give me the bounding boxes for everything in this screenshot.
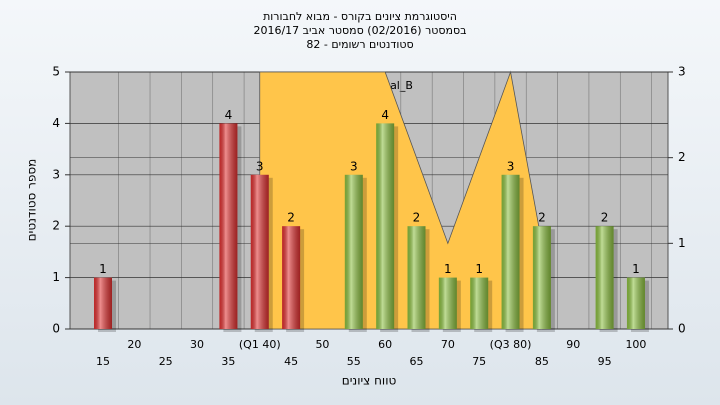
x-tick-label: 75 xyxy=(472,355,486,368)
bar-shine xyxy=(94,277,112,329)
x-tick-label: 15 xyxy=(96,355,110,368)
bar-shine xyxy=(532,226,551,329)
x-tick-label: 30 xyxy=(190,338,204,351)
x-tick-label: 70 xyxy=(441,338,455,351)
y2-tick-label: 1 xyxy=(678,236,686,250)
y-tick-label: 3 xyxy=(52,167,60,181)
x-tick-label: 25 xyxy=(159,355,173,368)
x-tick-label: 50 xyxy=(315,338,329,351)
y-axis-label: מספר סטודנטים xyxy=(25,159,39,242)
chart-title: היסטוגרמת ציונים בקורס - מבוא לחבורות xyxy=(263,10,457,23)
data-label: 3 xyxy=(256,159,264,173)
y-tick-label: 1 xyxy=(52,270,60,284)
y2-tick-label: 0 xyxy=(678,322,686,336)
data-label: 1 xyxy=(632,262,640,276)
bar-shine xyxy=(438,277,457,329)
data-label: 1 xyxy=(444,262,452,276)
data-label: 1 xyxy=(99,262,107,276)
x-tick-label: 35 xyxy=(221,355,235,368)
bar-shine xyxy=(595,226,614,329)
y-tick-label: 4 xyxy=(52,116,60,130)
y2-tick-label: 2 xyxy=(678,150,686,164)
x-tick-label: 100 xyxy=(625,338,646,351)
chart-subtitle: סטודנטים רשומים - 82 xyxy=(306,38,413,51)
data-label: 2 xyxy=(601,211,609,225)
bar-shine xyxy=(250,174,269,329)
x-tick-label: 65 xyxy=(410,355,424,368)
x-tick-label: 85 xyxy=(535,355,549,368)
x-tick-label: 45 xyxy=(284,355,298,368)
y-tick-label: 2 xyxy=(52,219,60,233)
bar-shine xyxy=(407,226,426,329)
y2-tick-label: 3 xyxy=(678,65,686,79)
x-axis-label: טווח ציונים xyxy=(342,374,397,388)
bar-shine xyxy=(282,226,301,329)
data-label: 2 xyxy=(413,211,421,225)
data-label: 2 xyxy=(287,211,295,225)
bar-shine xyxy=(376,123,395,330)
data-label: 4 xyxy=(225,108,233,122)
x-tick-label: (Q3 80) xyxy=(490,338,532,351)
bar-shine xyxy=(501,174,520,329)
y-tick-label: 0 xyxy=(52,322,60,336)
data-label: 1 xyxy=(475,262,483,276)
data-label: 3 xyxy=(507,159,515,173)
x-tick-label: 95 xyxy=(598,355,612,368)
bar-shine xyxy=(219,123,238,330)
x-tick-label: 55 xyxy=(347,355,361,368)
bar-shine xyxy=(626,277,645,329)
bar-shine xyxy=(344,174,363,329)
chart-subtitle: בסמסטר (02/2016) סמסטר אביב 2016/17 xyxy=(253,24,466,37)
data-label: 2 xyxy=(538,211,546,225)
y-tick-label: 5 xyxy=(52,65,60,79)
x-tick-label: 60 xyxy=(378,338,392,351)
data-label: 4 xyxy=(381,108,389,122)
x-tick-label: (Q1 40) xyxy=(239,338,281,351)
x-tick-label: 90 xyxy=(566,338,580,351)
x-tick-label: 20 xyxy=(127,338,141,351)
bar-shine xyxy=(470,277,489,329)
data-label: 3 xyxy=(350,159,358,173)
